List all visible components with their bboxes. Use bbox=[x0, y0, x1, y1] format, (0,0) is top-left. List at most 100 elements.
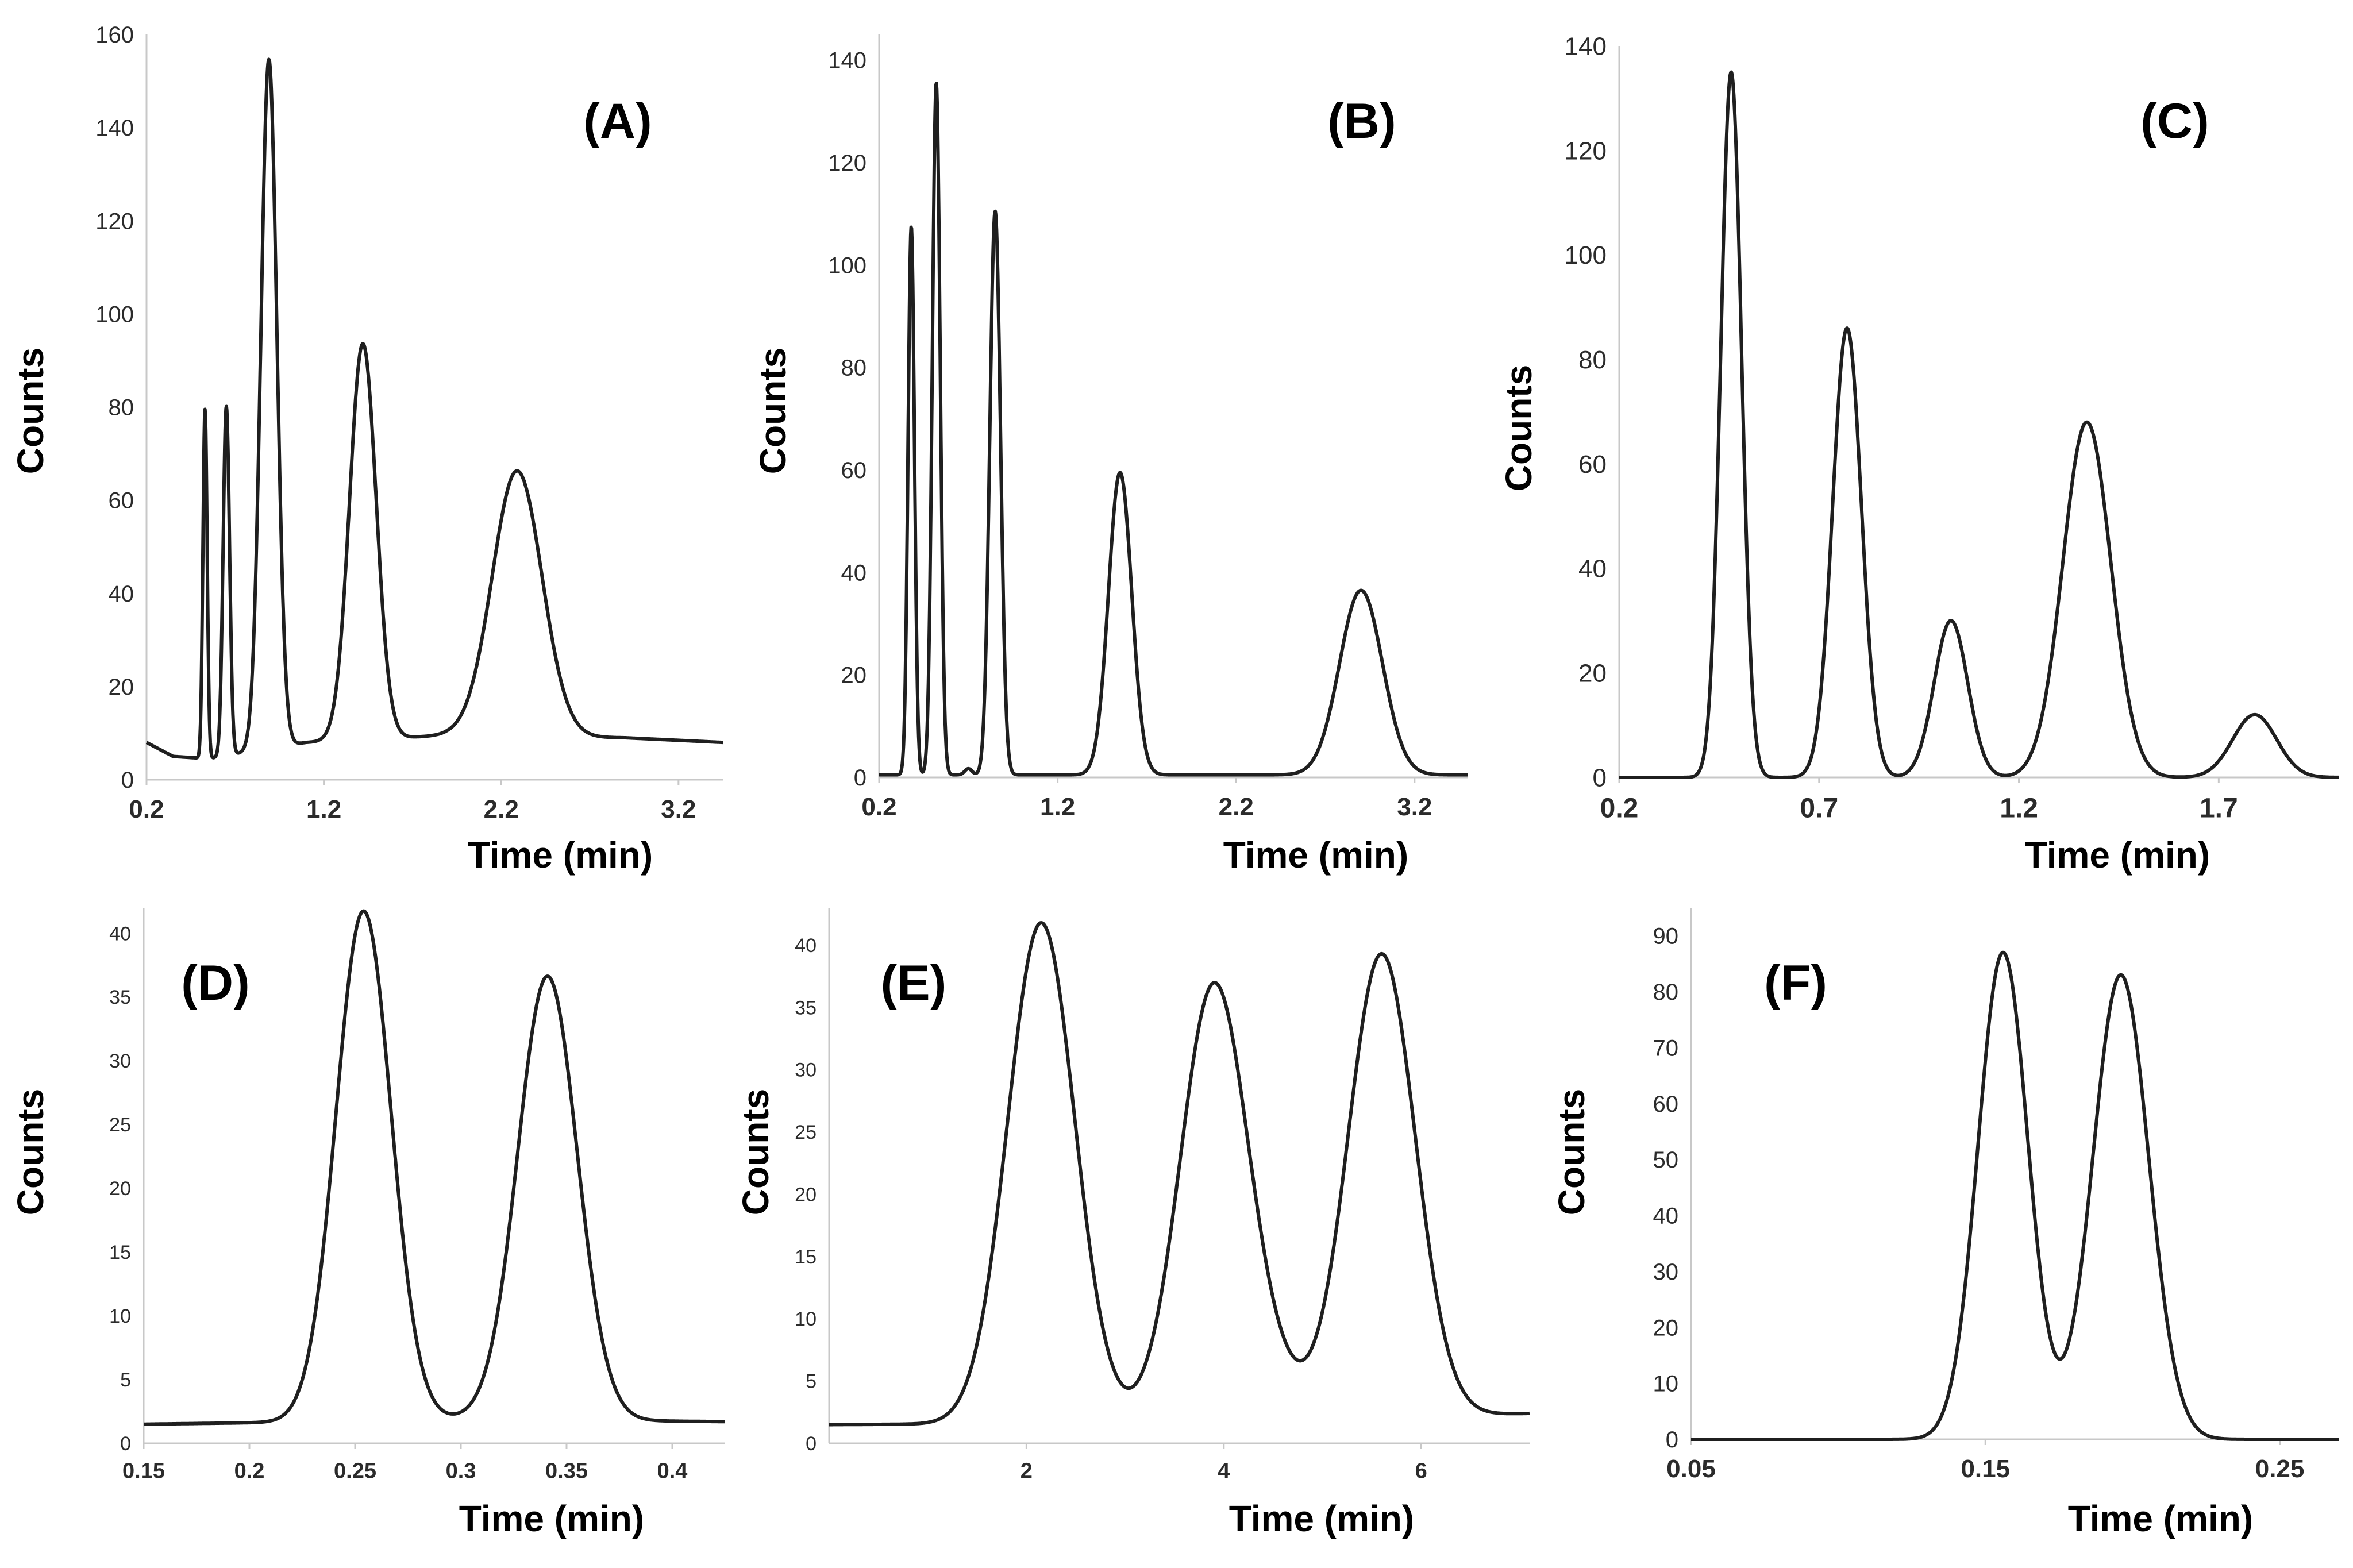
y-tick-label: 40 bbox=[109, 581, 134, 607]
y-tick-label: 100 bbox=[828, 253, 867, 278]
panel-label: (A) bbox=[583, 94, 652, 149]
y-tick-label: 160 bbox=[95, 22, 134, 48]
y-tick-label: 5 bbox=[806, 1371, 817, 1393]
x-tick-label: 1.2 bbox=[306, 795, 341, 823]
x-tick-label: 1.2 bbox=[1040, 793, 1075, 821]
y-tick-label: 140 bbox=[828, 48, 867, 74]
series-line-f-0 bbox=[1689, 950, 2340, 1441]
y-tick-label: 0 bbox=[1593, 764, 1607, 792]
y-tick-label: 120 bbox=[828, 151, 867, 176]
x-tick-label: 3.2 bbox=[661, 795, 696, 823]
x-tick-label: 0.25 bbox=[2255, 1455, 2305, 1483]
x-tick-label: 0.4 bbox=[657, 1459, 688, 1484]
y-tick-label: 0 bbox=[806, 1433, 817, 1455]
chart-panel-b: 0 20 40 60 80 100 120 140 0.2 1.2 2.2 3.2 Time (min)… bbox=[752, 34, 1470, 876]
y-tick-label: 0 bbox=[1666, 1427, 1678, 1453]
y-axis-title: Counts bbox=[752, 348, 794, 474]
y-tick-label: 40 bbox=[1653, 1204, 1679, 1229]
series-line-a-0 bbox=[145, 57, 725, 760]
x-axis-title: Time (min) bbox=[1229, 1498, 1414, 1539]
panel-label: (F) bbox=[1764, 956, 1827, 1011]
y-tick-label: 80 bbox=[109, 395, 134, 421]
y-tick-label: 90 bbox=[1653, 924, 1679, 949]
chart-panel-d: 0 5 10 15 20 25 30 35 40 0.15 0.2 0.25 0.3 0.35 0.4 Tim… bbox=[10, 908, 727, 1539]
y-tick-label: 40 bbox=[1578, 555, 1607, 583]
y-tick-label: 35 bbox=[795, 997, 817, 1019]
x-axis-title: Time (min) bbox=[1223, 834, 1408, 876]
y-tick-label: 0 bbox=[121, 768, 134, 793]
y-tick-label: 30 bbox=[1653, 1259, 1679, 1285]
x-tick-label: 0.25 bbox=[334, 1459, 376, 1484]
y-tick-label: 0 bbox=[120, 1433, 131, 1455]
y-axis-title: Counts bbox=[10, 348, 51, 474]
y-tick-label: 10 bbox=[1653, 1371, 1679, 1397]
x-tick-label: 4 bbox=[1218, 1459, 1230, 1484]
y-tick-label: 25 bbox=[795, 1122, 817, 1143]
x-axis-title: Time (min) bbox=[459, 1498, 644, 1539]
y-tick-label: 80 bbox=[1578, 346, 1607, 374]
y-tick-label: 20 bbox=[795, 1184, 817, 1205]
y-tick-label: 20 bbox=[841, 663, 867, 688]
series-line-e-0 bbox=[827, 921, 1531, 1427]
y-tick-label: 60 bbox=[1653, 1092, 1679, 1117]
x-axis-title: Time (min) bbox=[468, 834, 653, 876]
y-tick-label: 100 bbox=[95, 302, 134, 327]
y-tick-label: 40 bbox=[109, 923, 131, 945]
x-axis-title: Time (min) bbox=[2025, 834, 2210, 876]
x-tick-label: 0.2 bbox=[861, 793, 896, 821]
y-tick-label: 60 bbox=[841, 458, 867, 483]
y-axis-title: Counts bbox=[10, 1089, 51, 1215]
x-tick-label: 0.2 bbox=[129, 795, 164, 823]
y-tick-label: 100 bbox=[1565, 241, 1607, 269]
y-tick-label: 10 bbox=[109, 1305, 131, 1327]
x-tick-label: 6 bbox=[1415, 1459, 1427, 1484]
y-tick-label: 15 bbox=[795, 1246, 817, 1268]
y-tick-label: 140 bbox=[1565, 32, 1607, 60]
y-tick-label: 20 bbox=[1578, 660, 1607, 688]
y-tick-label: 30 bbox=[795, 1060, 817, 1081]
series-line-d-0 bbox=[142, 909, 727, 1426]
panel-label: (B) bbox=[1327, 94, 1396, 149]
y-tick-label: 140 bbox=[95, 115, 134, 141]
chart-panel-a: 0 20 40 60 80 100 120 140 160 0.2 1.2 2.2 3.2 Time (m… bbox=[10, 22, 725, 876]
y-tick-label: 60 bbox=[109, 488, 134, 514]
panel-label: (E) bbox=[881, 956, 947, 1011]
y-axis-title: Counts bbox=[735, 1089, 776, 1215]
panel-label: (D) bbox=[181, 956, 249, 1011]
y-tick-label: 70 bbox=[1653, 1035, 1679, 1061]
x-tick-label: 2.2 bbox=[1219, 793, 1254, 821]
series-line-c-0 bbox=[1618, 70, 2340, 779]
y-tick-label: 25 bbox=[109, 1114, 131, 1136]
y-tick-label: 120 bbox=[1565, 137, 1607, 165]
y-tick-label: 120 bbox=[95, 209, 134, 234]
y-tick-label: 80 bbox=[841, 356, 867, 381]
x-tick-label: 3.2 bbox=[1397, 793, 1432, 821]
y-tick-label: 20 bbox=[1653, 1315, 1679, 1340]
x-tick-label: 0.05 bbox=[1666, 1455, 1716, 1483]
x-tick-label: 0.3 bbox=[446, 1459, 476, 1484]
y-tick-label: 10 bbox=[795, 1308, 817, 1330]
y-tick-label: 80 bbox=[1653, 980, 1679, 1005]
x-tick-label: 2 bbox=[1020, 1459, 1033, 1484]
y-tick-label: 20 bbox=[109, 1178, 131, 1200]
y-tick-label: 15 bbox=[109, 1242, 131, 1263]
y-tick-label: 50 bbox=[1653, 1147, 1679, 1173]
y-tick-label: 60 bbox=[1578, 450, 1607, 479]
y-tick-label: 30 bbox=[109, 1050, 131, 1072]
y-axis-title: Counts bbox=[1551, 1089, 1592, 1215]
x-tick-label: 0.35 bbox=[545, 1459, 588, 1484]
x-tick-label: 0.2 bbox=[234, 1459, 265, 1484]
chart-panel-c: 0 20 40 60 80 100 120 140 0.2 0.7 1.2 1.7 Time (min)… bbox=[1498, 32, 2340, 876]
series-line-b-0 bbox=[877, 82, 1470, 777]
y-tick-label: 5 bbox=[120, 1369, 131, 1391]
x-axis-title: Time (min) bbox=[2068, 1498, 2253, 1539]
x-tick-label: 0.15 bbox=[1961, 1455, 2010, 1483]
x-tick-label: 2.2 bbox=[484, 795, 519, 823]
y-tick-label: 20 bbox=[109, 675, 134, 700]
y-tick-label: 0 bbox=[854, 765, 867, 791]
x-tick-label: 0.7 bbox=[1800, 793, 1838, 824]
x-tick-label: 1.7 bbox=[2200, 793, 2238, 824]
y-axis-title: Counts bbox=[1498, 365, 1539, 491]
